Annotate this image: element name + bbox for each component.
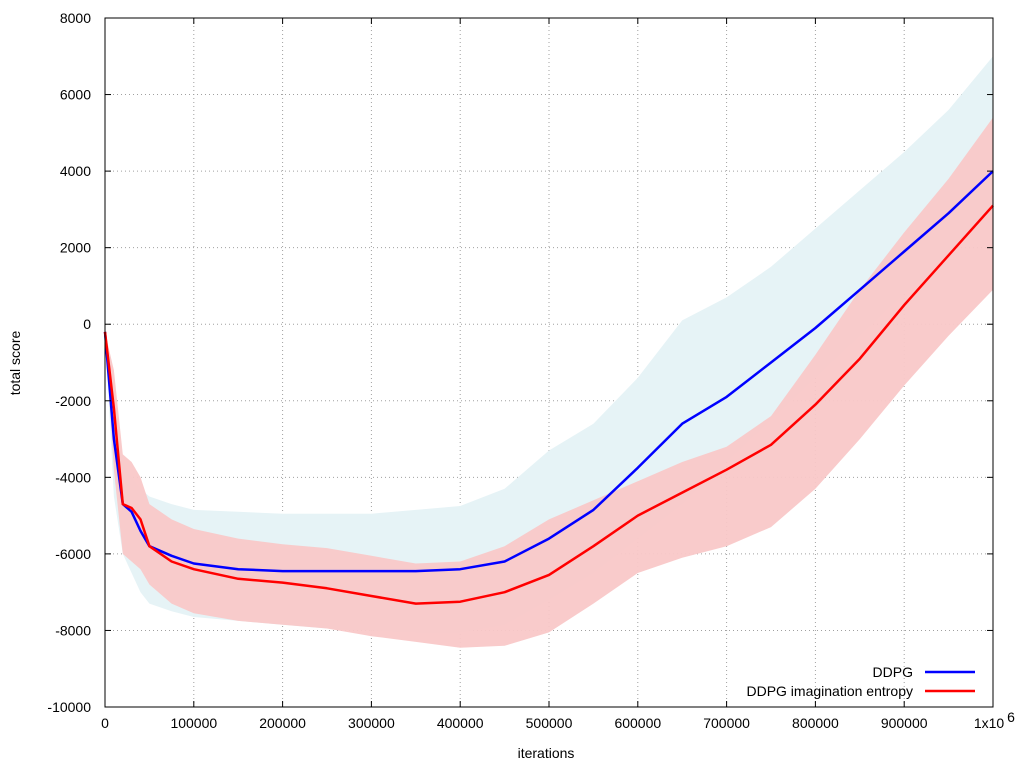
series-lines	[103, 170, 994, 605]
x-tick-label: 400000	[437, 715, 484, 731]
x-tick-label: 0	[101, 715, 109, 731]
x-tick-label: 800000	[792, 715, 839, 731]
legend-label-1: DDPG	[873, 664, 913, 680]
y-tick-label: -8000	[55, 622, 91, 638]
x-axis-title: iterations	[518, 745, 575, 761]
series-line-1	[103, 170, 994, 573]
series-band-2	[105, 117, 993, 648]
y-tick-label: 2000	[60, 240, 91, 256]
y-tick-label: 6000	[60, 87, 91, 103]
x-tick-exponent: 6	[1007, 709, 1015, 725]
x-tick-label: 900000	[881, 715, 928, 731]
x-tick-label: 600000	[614, 715, 661, 731]
y-tick-label: -10000	[47, 699, 91, 715]
y-tick-label: -6000	[55, 546, 91, 562]
y-tick-label: 8000	[60, 10, 91, 26]
x-tick-label: 200000	[259, 715, 306, 731]
y-tick-label: -4000	[55, 469, 91, 485]
legend: DDPG DDPG imagination entropy	[746, 664, 975, 699]
x-tick-label: 100000	[170, 715, 217, 731]
confidence-bands	[105, 56, 993, 648]
x-tick-label: 300000	[348, 715, 395, 731]
x-tick-label: 1x10	[974, 715, 1005, 731]
x-tick-label: 700000	[703, 715, 750, 731]
tick-marks	[104, 17, 994, 708]
series-line-2	[103, 204, 994, 605]
legend-label-2: DDPG imagination entropy	[746, 683, 913, 699]
y-tick-labels: -10000 -8000 -6000 -4000 -2000 0 2000 4000 6000 8…	[47, 10, 91, 715]
x-tick-label: 500000	[526, 715, 573, 731]
y-tick-label: 4000	[60, 163, 91, 179]
y-tick-label: 0	[83, 316, 91, 332]
x-tick-labels: 0 100000 200000 300000 400000 500000 600000 700…	[101, 709, 1015, 731]
y-tick-label: -2000	[55, 393, 91, 409]
y-axis-title: total score	[7, 330, 23, 395]
